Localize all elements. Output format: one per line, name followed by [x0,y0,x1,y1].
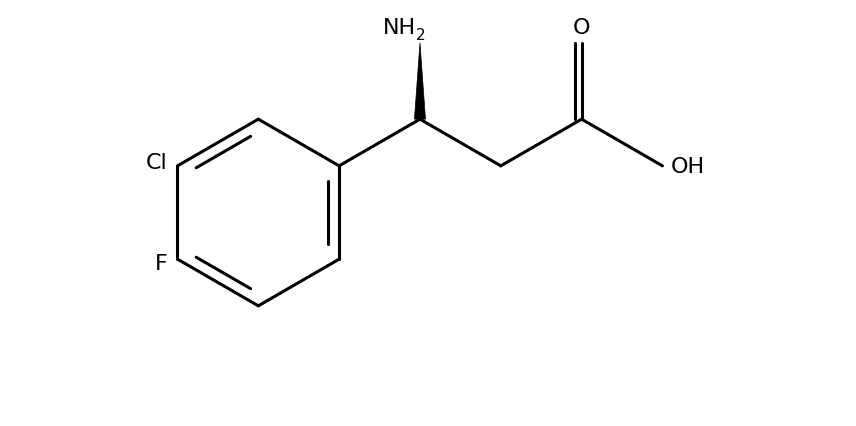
Text: Cl: Cl [146,152,167,172]
Text: O: O [573,17,591,37]
Polygon shape [414,43,425,120]
Text: F: F [155,254,167,274]
Text: OH: OH [671,156,705,176]
Text: NH: NH [383,17,416,37]
Text: 2: 2 [416,28,425,43]
